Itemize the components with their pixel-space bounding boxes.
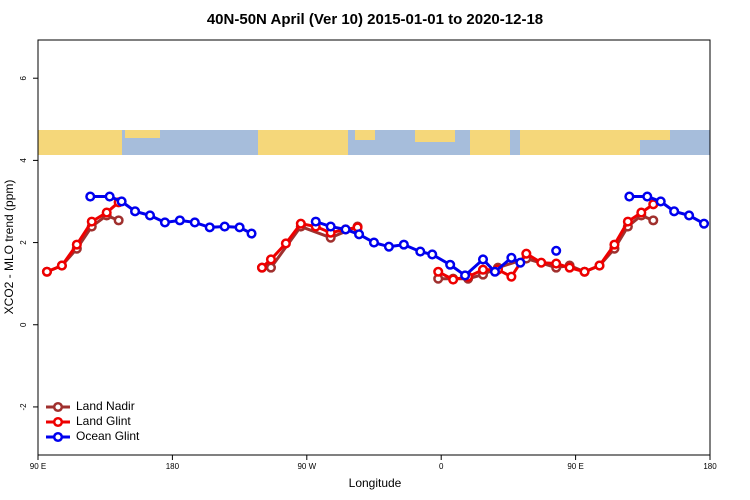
data-point [256,262,268,273]
data-point [104,191,115,202]
chart-title: 40N-50N April (Ver 10) 2015-01-01 to 202… [207,11,543,28]
legend-marker [52,416,64,428]
data-point [636,207,647,218]
x-tick-label: 90 E [30,462,46,471]
data-point [684,210,695,221]
data-point [116,196,127,207]
data-point [383,241,394,252]
y-axis-label: XCO2 - MLO trend (ppm) [2,180,16,315]
data-point [551,258,562,269]
x-tick-label: 180 [166,462,180,471]
legend-label: Ocean Glint [76,429,140,443]
series-line [90,195,705,278]
data-point [204,222,215,233]
data-point [609,239,620,250]
data-point [295,218,306,229]
data-point [427,249,438,260]
data-point [506,271,517,282]
data-point [325,221,336,232]
data-point [86,216,97,227]
data-point [460,270,471,281]
map-strip [38,130,710,155]
plot-frame [37,39,711,456]
data-point [340,224,351,235]
x-tick-label: 180 [703,462,717,471]
data-point [234,222,245,233]
data-point [113,215,124,226]
data-point [280,238,291,249]
data-point [130,206,141,217]
x-tick-label: 90 E [567,462,583,471]
legend-marker [52,401,64,413]
data-point [489,266,501,277]
data-point [246,228,257,239]
data-point [368,237,380,248]
data-point [56,260,67,271]
y-tick-label: 0 [19,322,28,327]
data-point [354,229,365,240]
x-axis-label: Longitude [349,476,402,490]
data-point [415,246,426,257]
x-tick-label: 0 [439,462,444,471]
data-point [265,262,277,273]
data-point [698,218,710,229]
data-point [521,248,532,259]
y-tick-label: 2 [19,240,28,245]
data-point [594,260,605,271]
data-point [579,266,590,277]
data-point [41,266,53,277]
data-point [477,264,489,275]
data-point [515,257,526,268]
data-point [159,217,170,228]
data-point [648,215,659,226]
data-point [445,259,456,270]
y-tick-label: -2 [19,403,28,411]
data-point [101,207,112,218]
data-point [551,245,562,256]
data-point [398,239,409,250]
data-point [144,210,156,221]
data-point [85,191,96,202]
data-point [506,252,517,263]
data-point [448,274,459,285]
y-tick-label: 6 [19,75,28,80]
data-point [624,191,635,202]
data-point [642,191,653,202]
data-point [71,239,82,250]
y-tick-label: 4 [19,158,28,163]
data-point [265,254,277,265]
legend-marker [52,431,64,443]
legend-label: Land Glint [76,414,131,428]
x-tick-label: 90 W [297,462,316,471]
data-point [477,254,489,265]
data-point [536,257,547,268]
data-point [310,216,321,227]
data-point [622,216,633,227]
legend-label: Land Nadir [76,399,135,413]
data-point [219,221,230,232]
data-point [189,217,200,228]
data-point [655,196,666,207]
data-point [174,215,185,226]
series-line [46,213,654,281]
data-point [564,262,575,273]
data-point [433,266,444,277]
data-point [669,206,680,217]
